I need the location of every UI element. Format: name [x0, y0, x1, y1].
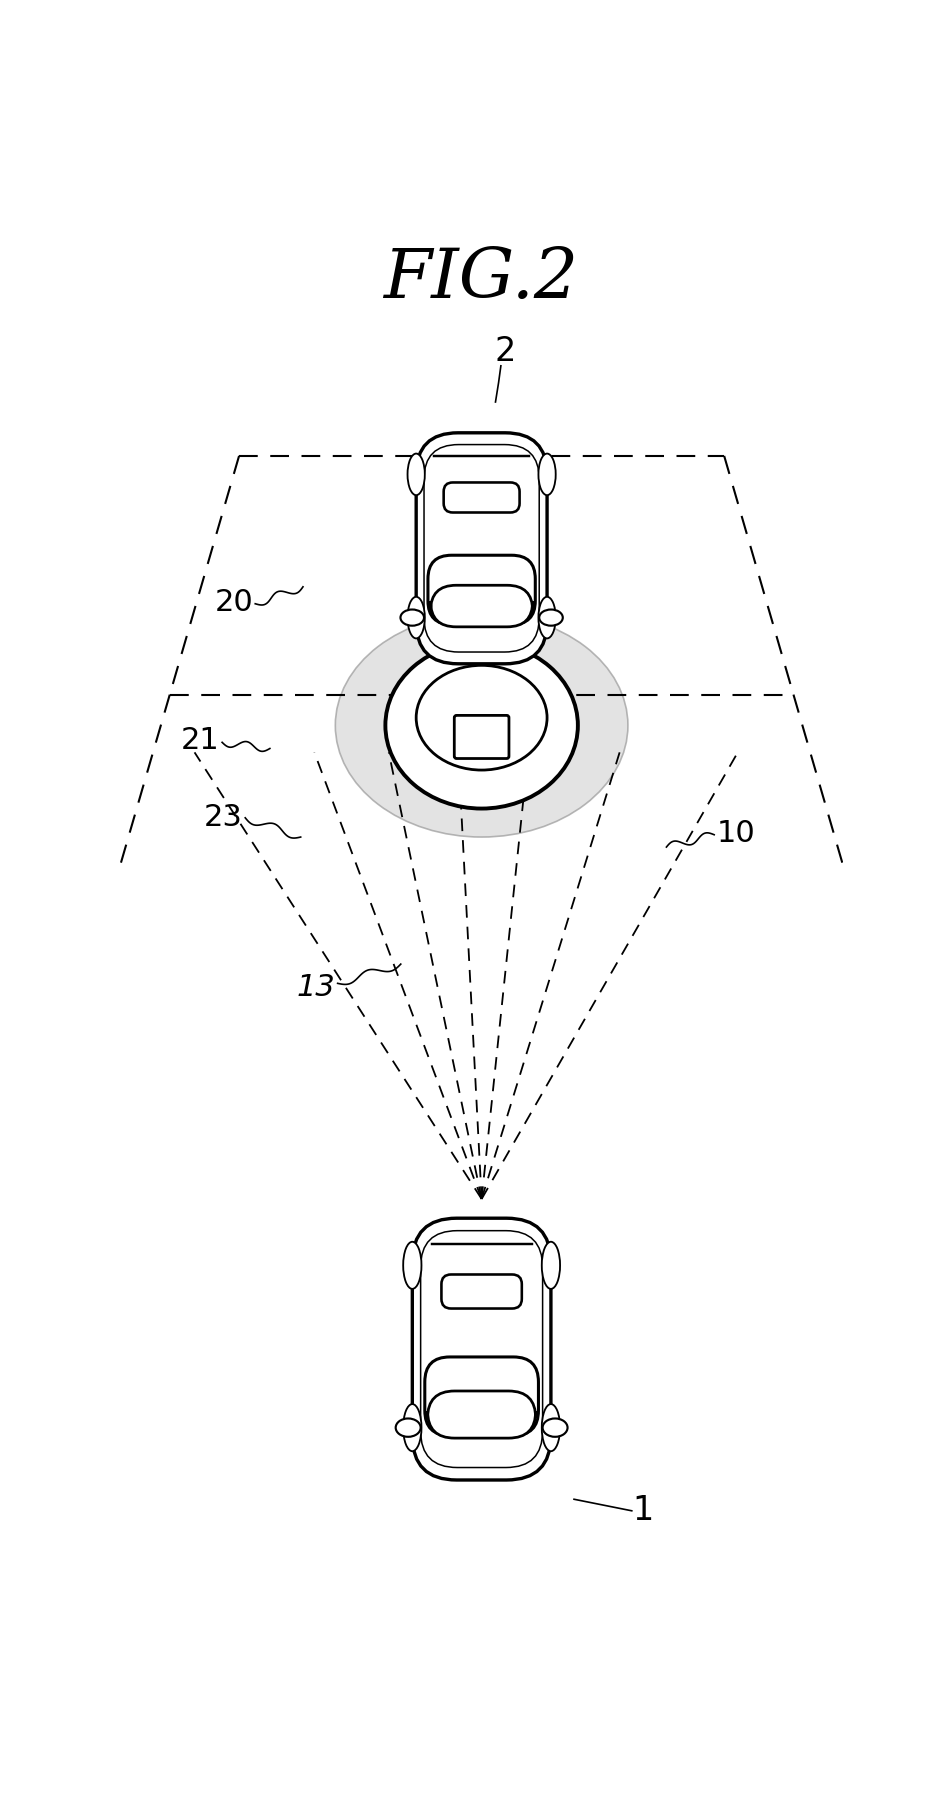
- Ellipse shape: [408, 454, 424, 496]
- Text: 20: 20: [214, 588, 253, 617]
- Ellipse shape: [539, 610, 562, 626]
- FancyBboxPatch shape: [428, 556, 535, 624]
- FancyBboxPatch shape: [454, 715, 509, 758]
- FancyBboxPatch shape: [424, 1358, 538, 1435]
- Ellipse shape: [542, 1405, 560, 1452]
- Text: 13: 13: [297, 972, 335, 1001]
- Ellipse shape: [543, 1419, 567, 1437]
- FancyBboxPatch shape: [443, 483, 519, 512]
- Ellipse shape: [385, 643, 577, 809]
- FancyBboxPatch shape: [412, 1218, 551, 1481]
- Ellipse shape: [403, 1405, 422, 1452]
- Text: 2: 2: [494, 335, 516, 369]
- Ellipse shape: [538, 454, 556, 496]
- Text: FIG.2: FIG.2: [383, 246, 578, 313]
- Ellipse shape: [395, 1419, 421, 1437]
- Ellipse shape: [335, 614, 628, 836]
- Ellipse shape: [416, 666, 547, 769]
- FancyBboxPatch shape: [427, 1392, 535, 1439]
- Text: 23: 23: [205, 804, 243, 833]
- Ellipse shape: [542, 1242, 560, 1289]
- Ellipse shape: [538, 597, 556, 639]
- Ellipse shape: [408, 597, 424, 639]
- Ellipse shape: [400, 610, 424, 626]
- FancyBboxPatch shape: [431, 585, 532, 626]
- FancyBboxPatch shape: [416, 433, 547, 664]
- Ellipse shape: [403, 1242, 422, 1289]
- Text: 21: 21: [181, 726, 220, 755]
- Text: 1: 1: [633, 1495, 654, 1528]
- Text: 10: 10: [716, 818, 755, 847]
- FancyBboxPatch shape: [441, 1274, 522, 1309]
